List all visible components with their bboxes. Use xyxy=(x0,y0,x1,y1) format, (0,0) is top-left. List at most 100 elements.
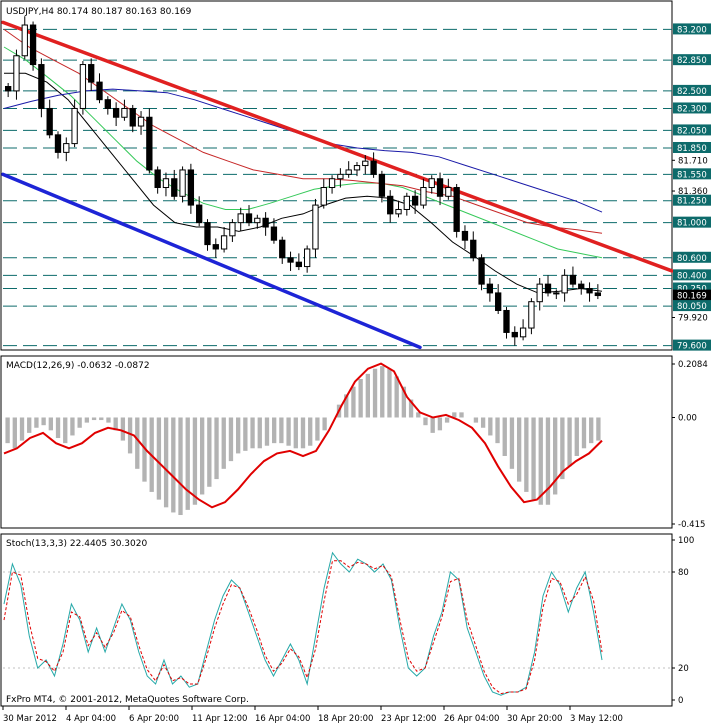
macd-histogram-bar xyxy=(113,417,118,431)
macd-histogram-bar xyxy=(106,417,111,423)
candle xyxy=(503,306,510,339)
candle-body xyxy=(63,143,70,153)
price-level-box xyxy=(673,102,711,114)
candle xyxy=(129,104,136,133)
candle-body xyxy=(38,64,45,109)
candle-body xyxy=(13,55,20,92)
macd-histogram-bar xyxy=(553,417,558,495)
stochastic-tick-label: 80 xyxy=(678,568,689,578)
moving-average-line xyxy=(4,72,603,294)
macd-histogram-bar xyxy=(5,417,10,444)
macd-histogram-bar xyxy=(120,417,126,441)
candle xyxy=(63,137,70,162)
candle-body xyxy=(378,173,386,197)
time-tick-label: 23 Apr 12:00 xyxy=(381,714,436,724)
current-price-label: 80.169 xyxy=(677,292,707,302)
candle xyxy=(21,16,28,60)
macd-signal-line xyxy=(3,362,603,509)
macd-histogram-bar xyxy=(221,417,226,469)
macd-histogram-bar xyxy=(401,386,407,418)
candle xyxy=(420,178,427,209)
candle xyxy=(411,190,419,214)
candle xyxy=(345,161,352,178)
macd-histogram-bar xyxy=(567,417,572,467)
trend-channel[interactable] xyxy=(1,20,674,350)
candle-body xyxy=(21,24,28,57)
candle xyxy=(146,108,153,174)
candle xyxy=(378,170,386,203)
price-level-box xyxy=(673,168,711,180)
macd-histogram-bar xyxy=(63,417,68,444)
candle xyxy=(287,251,294,271)
macd-histogram-bar xyxy=(495,417,500,444)
macd-histogram-bar xyxy=(430,417,435,433)
candle-body xyxy=(154,169,161,189)
macd-histogram-bar xyxy=(142,417,147,482)
candle-body xyxy=(503,309,510,333)
macd-panel[interactable]: 0.2084 0.00 -0.415 MACD(12,26,9) -0.0632 -… xyxy=(3,360,708,530)
macd-histogram-bar xyxy=(27,417,32,433)
stochastic-tick-label: 20 xyxy=(678,664,689,674)
candle xyxy=(478,254,485,291)
price-level-label: 81.850 xyxy=(677,144,707,154)
macd-histogram xyxy=(5,366,601,516)
candle-body xyxy=(395,208,402,215)
macd-panel-header: MACD(12,26,9) -0.0632 -0.0872 xyxy=(6,361,150,371)
macd-histogram-bar xyxy=(185,417,190,510)
candle xyxy=(511,326,518,346)
candle xyxy=(486,277,494,302)
macd-histogram-bar xyxy=(394,376,399,418)
candle xyxy=(279,236,286,264)
lower-channel-line xyxy=(1,172,422,350)
macd-histogram-bar xyxy=(41,417,46,426)
candle xyxy=(320,178,327,209)
candle xyxy=(254,214,261,229)
time-tick-label: 16 Apr 04:00 xyxy=(255,714,310,724)
candle xyxy=(544,275,552,297)
macd-histogram-bar xyxy=(19,417,25,441)
price-level-box xyxy=(673,194,711,206)
price-level-label: 80.600 xyxy=(677,254,707,264)
candle-body xyxy=(303,248,311,268)
macd-histogram-bar xyxy=(444,417,450,423)
price-panel[interactable]: 83.200 82.850 82.500 82.300 82.050 81.850 81.7… xyxy=(1,7,711,352)
price-level-box xyxy=(673,23,711,35)
price-level-label: 80.250 xyxy=(677,285,707,295)
candle xyxy=(204,219,211,251)
candle xyxy=(13,49,20,100)
macd-histogram-bar xyxy=(192,417,198,505)
macd-histogram-bar xyxy=(502,417,507,456)
candle-body xyxy=(403,195,410,210)
macd-histogram-bar xyxy=(293,417,298,449)
macd-histogram-bar xyxy=(589,417,594,444)
candle-body xyxy=(553,292,560,295)
moving-average-line xyxy=(3,88,603,213)
macd-histogram-bar xyxy=(596,417,601,441)
candle-body xyxy=(237,213,244,224)
macd-histogram-bar xyxy=(437,417,443,431)
candle-body xyxy=(254,217,261,224)
stochastic-panel-header: Stoch(13,3,3) 22.4405 30.3020 xyxy=(6,539,147,549)
macd-histogram-bar xyxy=(48,417,53,431)
candle-body xyxy=(569,274,577,285)
candle xyxy=(578,280,585,295)
price-level-label: 82.300 xyxy=(677,104,707,114)
price-tick-label: 79.920 xyxy=(678,314,708,324)
candle xyxy=(362,155,369,175)
macd-histogram-bar xyxy=(199,417,205,495)
stochastic-panel[interactable]: 100 80 20 0 Stoch(13,3,3) 22.4405 30.3020 F… xyxy=(3,536,694,706)
macd-histogram-bar xyxy=(84,417,90,423)
candle-body xyxy=(71,107,78,145)
candle-body xyxy=(436,178,444,197)
candle-body xyxy=(561,274,568,294)
macd-histogram-bar xyxy=(538,417,543,505)
panel-frames xyxy=(0,0,673,707)
candle xyxy=(237,207,244,232)
candle xyxy=(328,175,336,194)
candle-body xyxy=(387,195,394,215)
candle xyxy=(337,168,344,188)
time-tick-label: 26 Apr 04:00 xyxy=(444,714,499,724)
candle-body xyxy=(196,204,203,224)
price-level-box xyxy=(673,269,711,281)
candle-body xyxy=(536,283,543,303)
